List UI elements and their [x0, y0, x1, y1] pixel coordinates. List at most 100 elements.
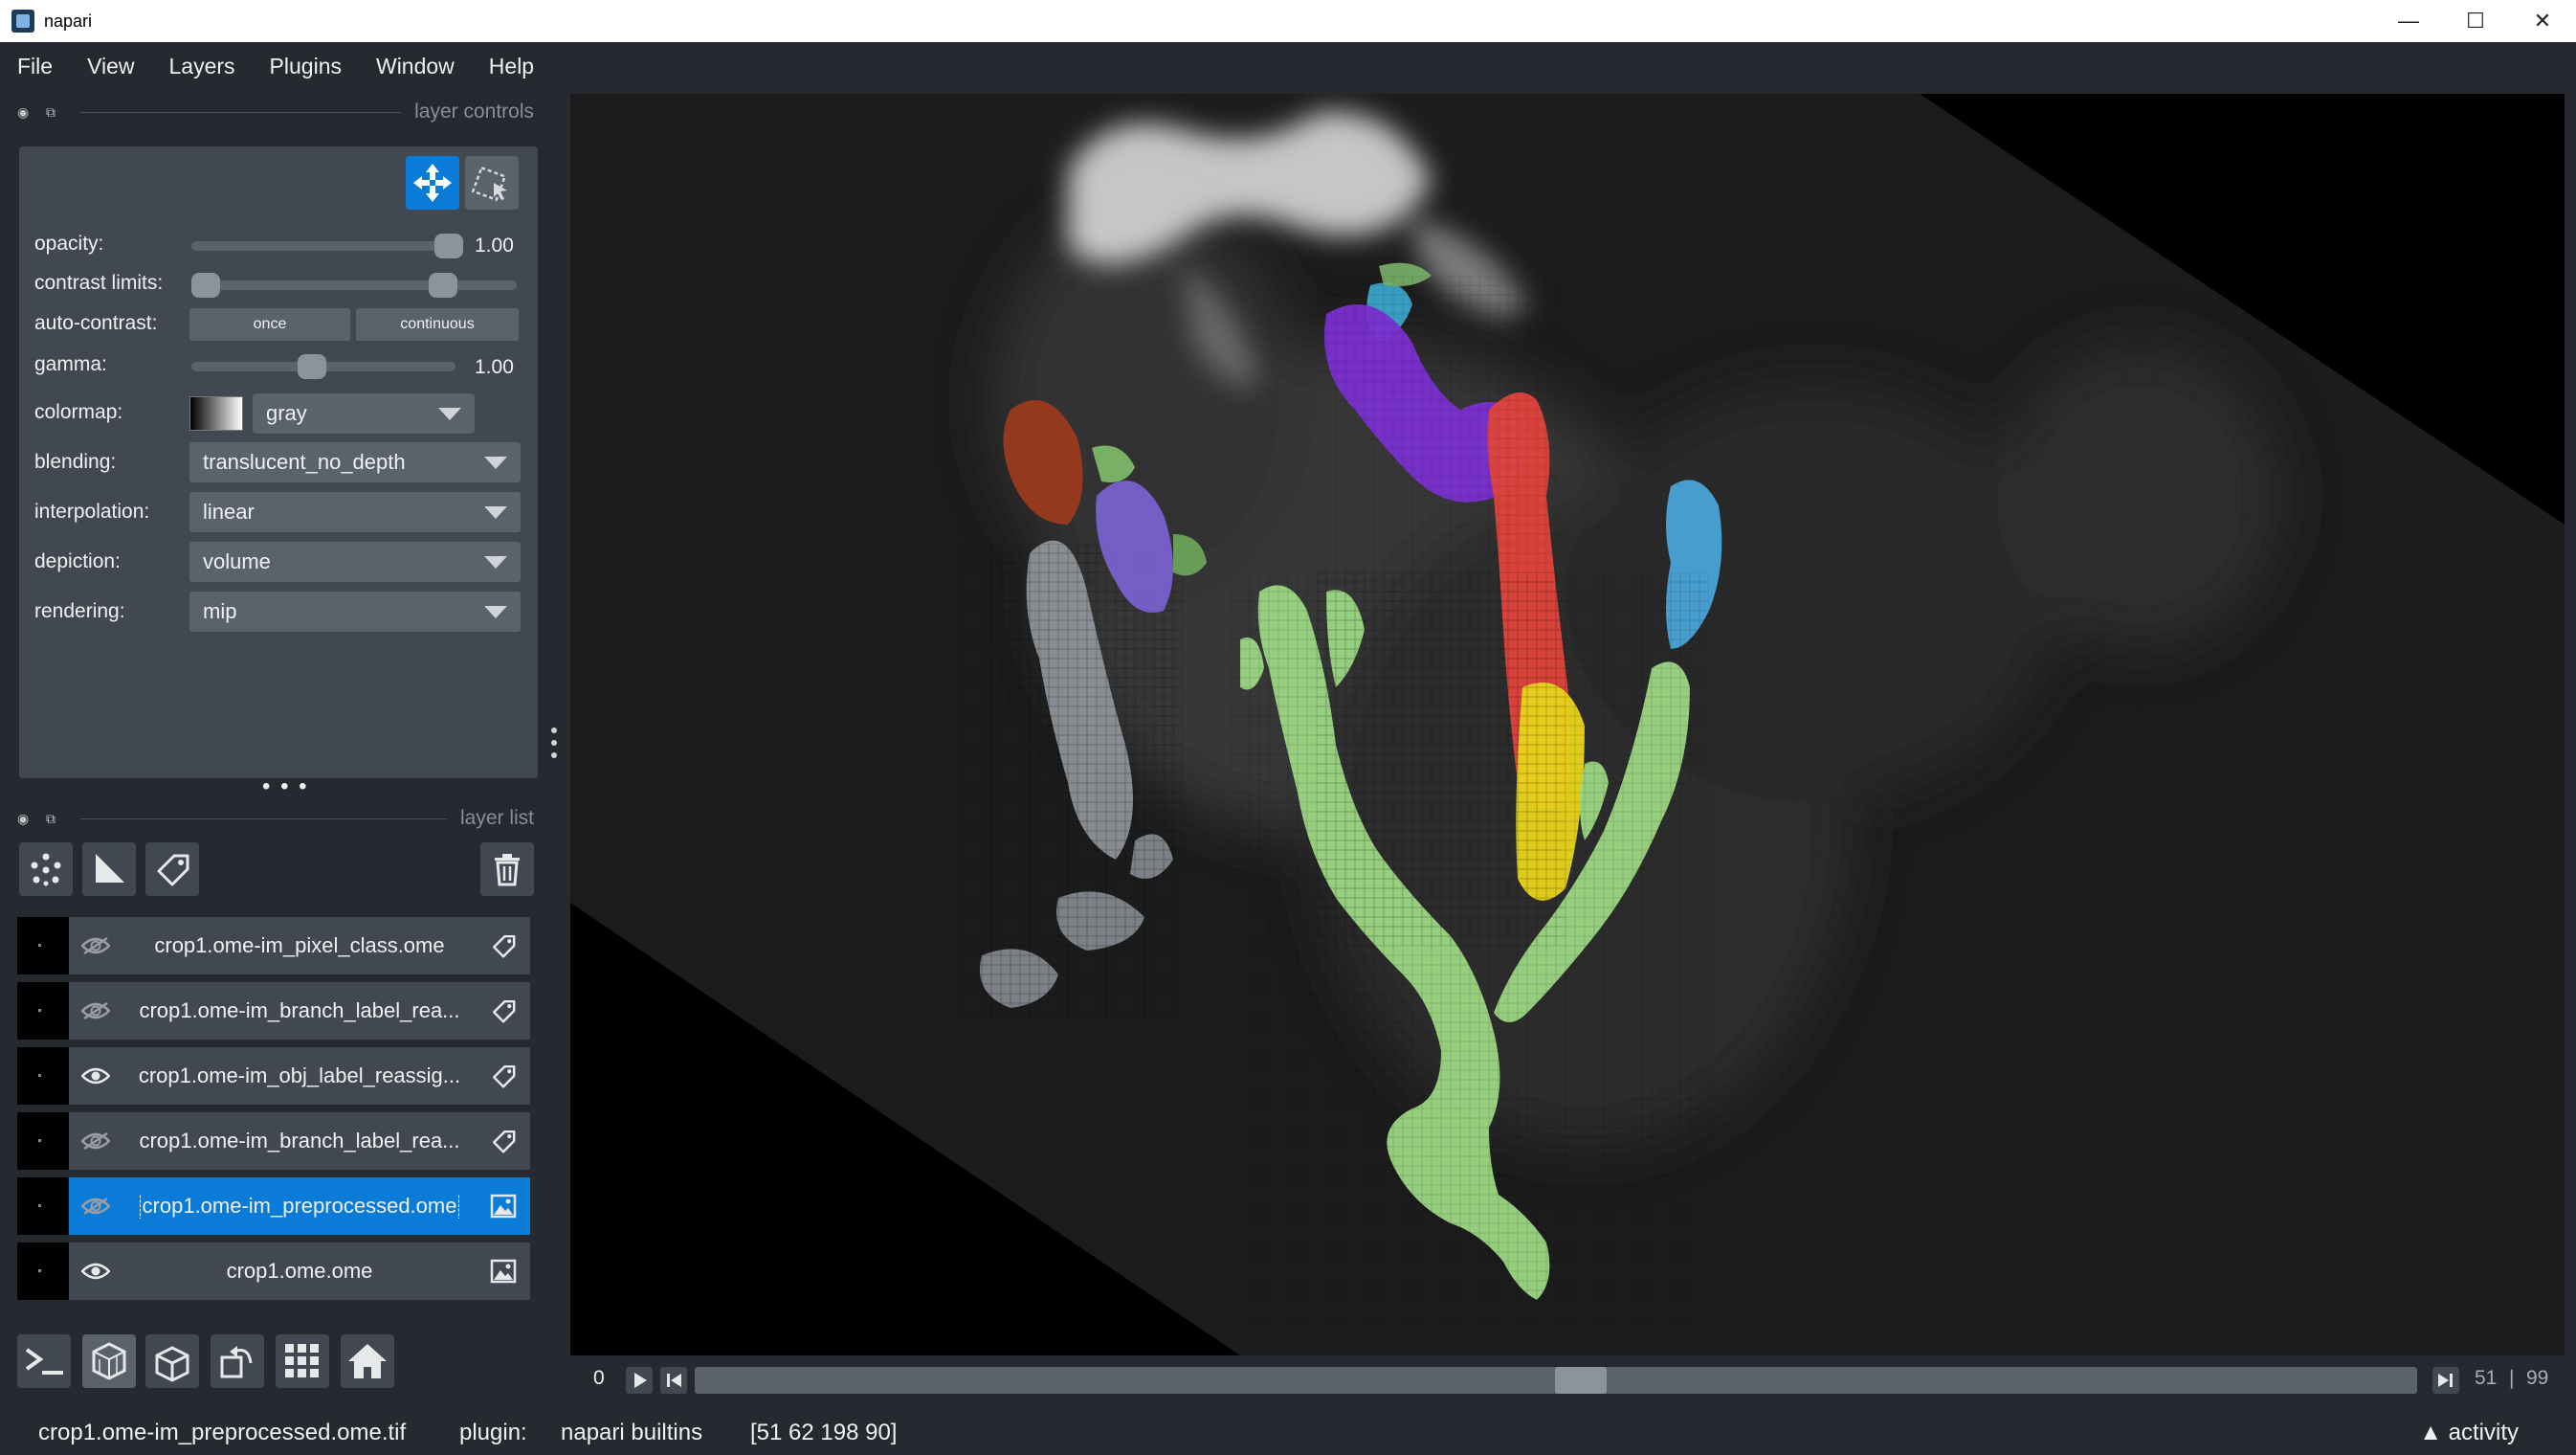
opacity-slider-handle[interactable]	[434, 234, 463, 258]
grid-view-button[interactable]	[276, 1334, 329, 1388]
gamma-label: gamma:	[34, 353, 107, 375]
float-dock-icon[interactable]: ⧉	[46, 104, 56, 120]
layer-thumbnail	[17, 1112, 69, 1170]
box-icon	[155, 1346, 189, 1382]
transform-mode-button[interactable]	[465, 156, 519, 210]
layer-row[interactable]: crop1.ome-im_preprocessed.ome	[17, 1177, 530, 1235]
layer-name: crop1.ome-im_obj_label_reassig...	[138, 1063, 461, 1087]
dims-slider-bar: 0 51 | 99	[570, 1359, 2565, 1399]
dock-splitter-handle[interactable]	[551, 728, 559, 765]
menu-file[interactable]: File	[17, 53, 54, 78]
layer-thumbnail	[17, 1177, 69, 1235]
layer-thumbnail	[17, 1047, 69, 1105]
close-dock-icon[interactable]: ◉	[17, 104, 30, 120]
labels-layer-icon	[477, 917, 530, 974]
blending-dropdown[interactable]: translucent_no_depth	[189, 442, 521, 482]
interpolation-label: interpolation:	[34, 501, 150, 523]
roll-dimensions-button[interactable]	[211, 1334, 264, 1388]
toggle-perspective-button[interactable]	[145, 1334, 199, 1388]
new-points-layer-button[interactable]	[19, 842, 73, 896]
status-coordinates: [51 62 198 90]	[750, 1420, 898, 1445]
dims-total: 99	[2526, 1367, 2549, 1389]
opacity-slider-track[interactable]	[191, 241, 463, 251]
image-layer-icon	[477, 1242, 530, 1300]
transform-select-icon	[471, 166, 507, 202]
opacity-label: opacity:	[34, 233, 104, 255]
step-back-button[interactable]	[660, 1367, 687, 1394]
auto-contrast-continuous-button[interactable]: continuous	[356, 308, 519, 341]
new-shapes-layer-button[interactable]	[82, 842, 136, 896]
rendering-dropdown[interactable]: mip	[189, 592, 521, 632]
colormap-dropdown[interactable]: gray	[253, 393, 475, 434]
contrast-limits-slider-track[interactable]	[191, 280, 517, 290]
dims-axis-label: 0	[593, 1367, 605, 1389]
menu-view[interactable]: View	[87, 53, 135, 78]
dock-resize-handle[interactable]: • • •	[262, 773, 309, 799]
maximize-button[interactable]: ☐	[2466, 9, 2485, 33]
depiction-value: volume	[203, 549, 271, 573]
menu-layers[interactable]: Layers	[168, 53, 235, 78]
layer-name-container: crop1.ome-im_obj_label_reassig...	[122, 1063, 477, 1088]
pan-zoom-mode-button[interactable]	[406, 156, 459, 210]
layer-row[interactable]: crop1.ome-im_obj_label_reassig...	[17, 1047, 530, 1105]
visibility-eye-off-icon[interactable]	[69, 982, 122, 1040]
layer-name-container: crop1.ome-im_preprocessed.ome	[122, 1194, 477, 1219]
layer-controls-dock-title: ◉ ⧉ layer controls	[17, 98, 534, 126]
rotate-icon	[220, 1346, 253, 1378]
colormap-value: gray	[266, 401, 307, 425]
visibility-eye-icon[interactable]	[69, 1242, 122, 1300]
label-tag-icon	[157, 854, 189, 886]
play-button[interactable]	[626, 1367, 653, 1394]
home-icon	[348, 1344, 387, 1378]
visibility-eye-off-icon[interactable]	[69, 917, 122, 974]
window-controls: — ☐ ✕	[2375, 0, 2576, 42]
contrast-limits-low-handle[interactable]	[191, 273, 220, 298]
visibility-eye-off-icon[interactable]	[69, 1177, 122, 1235]
dims-slider-thumb[interactable]	[1555, 1367, 1608, 1394]
labels-layer-icon	[477, 1047, 530, 1105]
layer-row[interactable]: crop1.ome-im_branch_label_rea...	[17, 1112, 530, 1170]
interpolation-value: linear	[203, 500, 255, 524]
new-labels-layer-button[interactable]	[145, 842, 199, 896]
toggle-ndisplay-button[interactable]	[82, 1334, 136, 1388]
layer-row[interactable]: crop1.ome.ome	[17, 1242, 530, 1300]
layer-controls-title: layer controls	[414, 101, 534, 123]
activity-button[interactable]: ▲ activity	[2419, 1420, 2519, 1445]
chevron-down-icon	[484, 606, 507, 618]
close-button[interactable]: ✕	[2533, 9, 2552, 33]
auto-contrast-once-button[interactable]: once	[189, 308, 350, 341]
step-forward-button[interactable]	[2432, 1367, 2459, 1394]
interpolation-dropdown[interactable]: linear	[189, 492, 521, 532]
gamma-slider-handle[interactable]	[297, 354, 326, 379]
status-plugin-value: napari builtins	[561, 1420, 703, 1445]
delete-layer-button[interactable]	[480, 842, 534, 896]
chevron-down-icon	[484, 457, 507, 469]
float-dock-icon[interactable]: ⧉	[46, 811, 56, 826]
layer-row[interactable]: crop1.ome-im_pixel_class.ome	[17, 917, 530, 974]
reset-view-button[interactable]	[341, 1334, 394, 1388]
chevron-down-icon	[438, 408, 461, 420]
layer-row[interactable]: crop1.ome-im_branch_label_rea...	[17, 982, 530, 1040]
rendering-label: rendering:	[34, 600, 125, 622]
trash-icon	[495, 854, 520, 886]
minimize-button[interactable]: —	[2398, 9, 2419, 33]
layer-name-container: crop1.ome-im_branch_label_rea...	[122, 1129, 477, 1153]
contrast-limits-high-handle[interactable]	[429, 273, 457, 298]
play-icon	[634, 1373, 647, 1388]
viewer-canvas[interactable]	[570, 94, 2565, 1355]
console-button[interactable]	[17, 1334, 71, 1388]
menu-plugins[interactable]: Plugins	[269, 53, 342, 78]
menu-window[interactable]: Window	[375, 53, 455, 78]
close-dock-icon[interactable]: ◉	[17, 811, 30, 826]
menu-help[interactable]: Help	[488, 53, 535, 78]
labels-layer-icon	[477, 982, 530, 1040]
grid-icon	[285, 1344, 319, 1377]
visibility-eye-off-icon[interactable]	[69, 1112, 122, 1170]
layer-name-container: crop1.ome-im_pixel_class.ome	[122, 933, 477, 958]
depiction-dropdown[interactable]: volume	[189, 542, 521, 582]
opacity-value: 1.00	[475, 235, 514, 257]
3d-cube-icon	[92, 1342, 126, 1380]
visibility-eye-icon[interactable]	[69, 1047, 122, 1105]
status-bar: crop1.ome-im_preprocessed.ome.tif plugin…	[0, 1411, 2576, 1455]
dims-current-index: 51	[2475, 1367, 2498, 1389]
